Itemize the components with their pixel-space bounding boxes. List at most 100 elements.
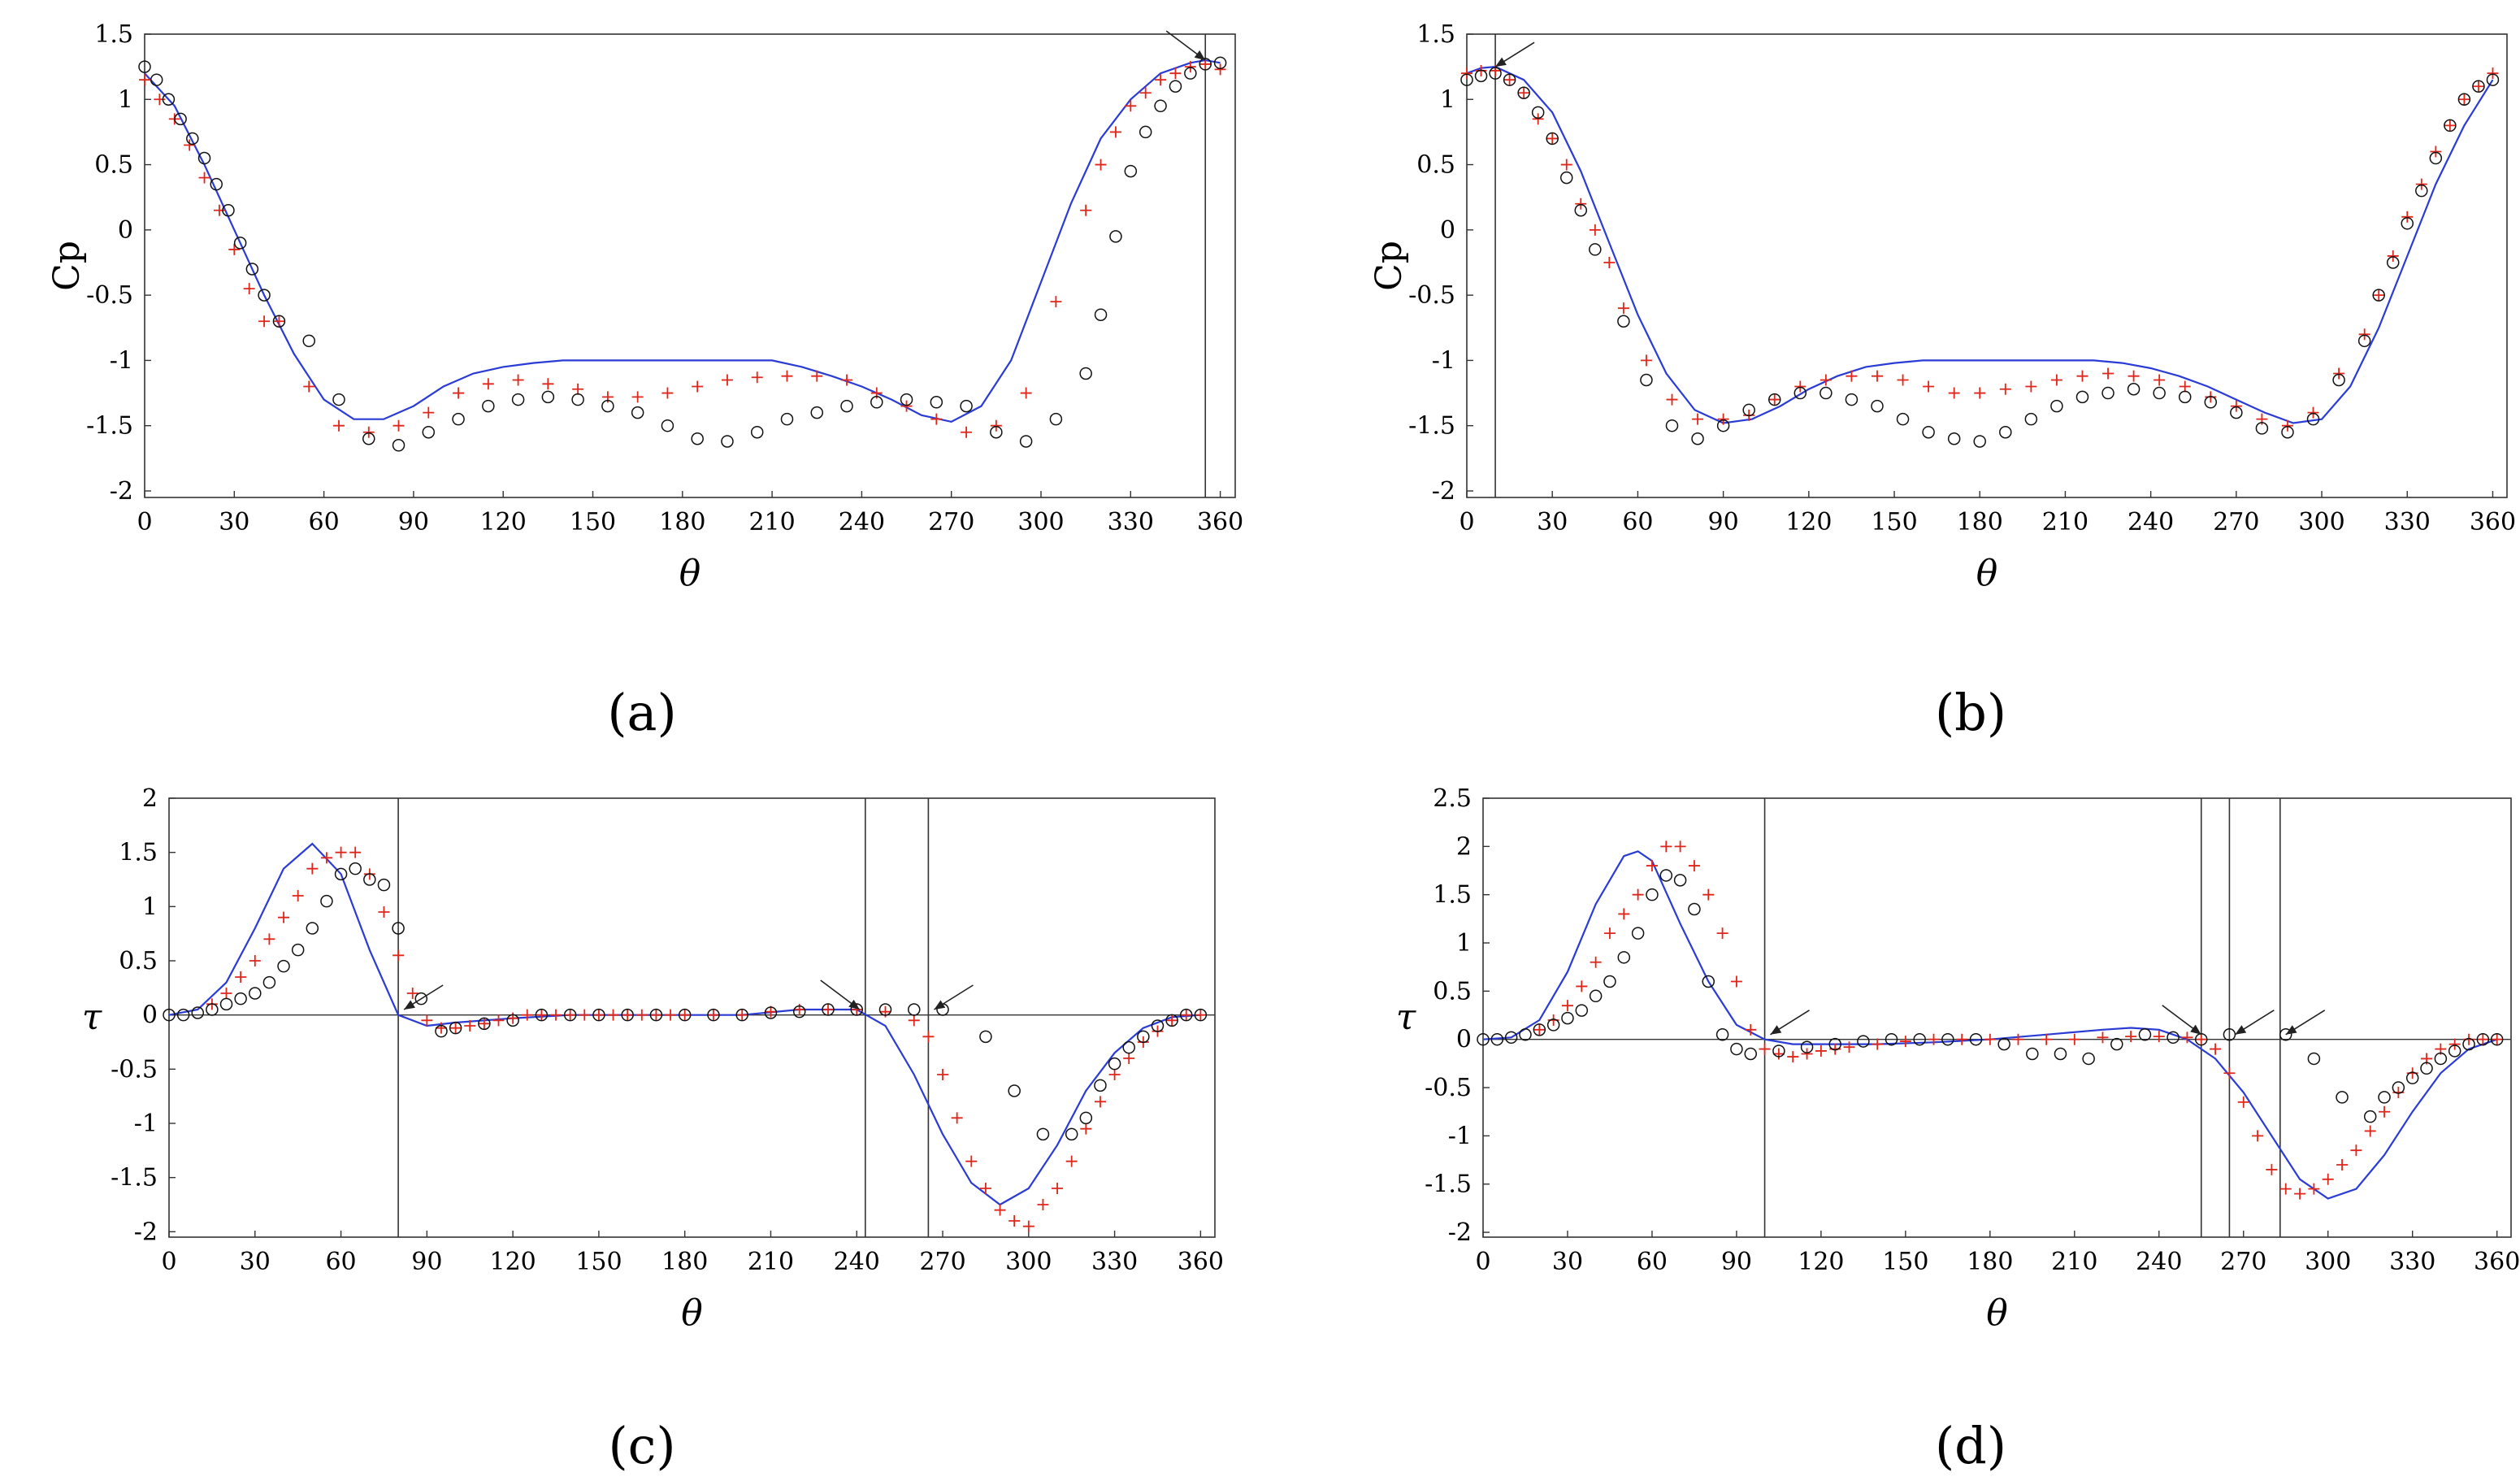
panel-c-xlabel: θ (681, 1292, 703, 1334)
panel-d-circle-point (1617, 951, 1631, 964)
panel-c-circle-point (414, 992, 428, 1005)
panel-c-plus-point (650, 1009, 662, 1021)
panel-c-plus-point (235, 971, 247, 983)
panel-a-ytick-label: 0 (118, 216, 133, 245)
panel-a-circle-point (1019, 435, 1033, 448)
panel-c-ytick-label: 0.5 (119, 947, 158, 975)
panel-c-circle-point (850, 1003, 863, 1016)
panel-d-plus-point (1984, 1033, 1996, 1045)
panel-b-plus-point (1560, 159, 1572, 171)
panel-d-plus-point (2294, 1188, 2306, 1200)
panel-b-circle-point (2386, 256, 2400, 269)
panel-c-plus-point (1022, 1220, 1034, 1232)
panel-d-plus-point (1674, 840, 1686, 853)
panel-c-plus-point (679, 1009, 691, 1021)
panel-a-plus-point (1080, 204, 1092, 216)
panel-b-plus-point (2102, 367, 2114, 380)
panel-a-circle-point (990, 425, 1003, 439)
panel-c-plus-point (736, 1009, 748, 1021)
panel-d-plus-point (2210, 1043, 2222, 1055)
panel-a-circle-point (721, 435, 734, 448)
panel-a-circle-point (362, 432, 375, 445)
panel-c-plus-point (349, 846, 362, 858)
panel-d-circle-point (2336, 1091, 2349, 1104)
panel-b-plus-point (1820, 374, 1832, 386)
panel-b-circle-point (1559, 171, 1573, 185)
panel-c-ytick-label: -1.5 (111, 1164, 158, 1192)
panel-a-plus-point (184, 139, 196, 151)
panel-d-circle-point (2434, 1052, 2448, 1066)
panel-a-label: (a) (607, 683, 676, 742)
panel-b-label: (b) (1935, 683, 2006, 742)
panel-d-label: (d) (1935, 1416, 2006, 1475)
panel-c-circle-point (1079, 1111, 1093, 1125)
panel-a-plus-point (1155, 74, 1167, 86)
panel-c-plus-point (478, 1018, 490, 1030)
panel-c-plus-point (1123, 1053, 1135, 1064)
panel-d-circle-point (2110, 1037, 2123, 1051)
panel-b-circle-point (1973, 435, 1986, 448)
panel-b-circle-point (1489, 67, 1502, 80)
panel-d-plus-point (1730, 975, 1742, 988)
panel-b-circle-point (1531, 106, 1545, 119)
panel-d-chart: 0 30 60 90 120 150 180 210 240 270 300 330 360-2-1.5… (1396, 784, 2520, 1475)
panel-b-plus-point (1617, 302, 1629, 315)
panel-d-plus-point (1759, 1043, 1771, 1055)
panel-a-circle-point (960, 399, 973, 413)
panel-c-circle-point (449, 1021, 462, 1035)
panel-a-circle-point (661, 419, 674, 432)
panel-b-plus-point (2472, 80, 2484, 93)
panel-d-circle-point (1546, 1018, 1560, 1031)
panel-a-circle-point (810, 406, 824, 419)
panel-b-plus-point (1897, 374, 1909, 386)
panel-b-circle-point (1845, 393, 1859, 406)
panel-d-plus-point (1899, 1036, 1911, 1048)
panel-d-plus-point (1646, 860, 1658, 872)
panel-d-plus-point (1561, 1000, 1573, 1012)
panel-d-arrow-head (2235, 1025, 2247, 1035)
panel-c-circle-point (219, 997, 233, 1011)
panel-b-circle-point (1460, 73, 1473, 86)
panel-c-circle-point (707, 1008, 720, 1022)
panel-d-circle-point (1490, 1032, 1504, 1046)
panel-b-circle-point (2306, 412, 2320, 426)
panel-a-plot-frame (144, 33, 1236, 498)
panel-d-circle-point (2082, 1052, 2095, 1066)
panel-c-plus-point (994, 1204, 1006, 1216)
panel-b-circle-point (2075, 390, 2089, 404)
panel-c-xtick-label: 90 (411, 1248, 442, 1276)
panel-c-circle-point (1065, 1127, 1078, 1141)
panel-d-xtick-label: 60 (1637, 1248, 1668, 1276)
panel-b-circle-point (2401, 217, 2414, 230)
panel-d-series-line (1482, 850, 2498, 1200)
panel-d-circle-point (2490, 1032, 2504, 1046)
panel-d-xtick-label: 360 (2474, 1248, 2520, 1276)
panel-a-circle-point (1109, 230, 1122, 243)
panel-b-series-line (1466, 65, 2494, 424)
panel-c-xtick-label: 60 (325, 1248, 356, 1276)
panel-c-plus-point (1065, 1155, 1078, 1167)
panel-c-circle-point (435, 1024, 448, 1038)
panel-a-plus-point (332, 419, 345, 432)
panel-b-circle-point (2127, 382, 2140, 396)
panel-d-xtick-label: 210 (2051, 1248, 2097, 1276)
panel-a-xtick-label: 0 (137, 508, 152, 536)
panel-a-plus-point (661, 387, 674, 399)
panel-b-xtick-label: 60 (1622, 508, 1653, 536)
panel-c-ytick-label: 0 (142, 1001, 158, 1030)
panel-a-xtick-label: 240 (839, 508, 885, 536)
panel-c-plus-point (278, 911, 290, 923)
panel-b-xtick-label: 210 (2042, 508, 2088, 536)
panel-b-plus-point (2444, 119, 2456, 132)
panel-c-circle-point (764, 1006, 778, 1019)
panel-d-circle-point (2476, 1032, 2490, 1046)
panel-b-ytick-label: -1.5 (1408, 412, 1455, 441)
panel-c-ytick-label: -1 (134, 1110, 158, 1138)
panel-c-xtick-label: 270 (919, 1248, 965, 1276)
panel-d-plus-point (1928, 1033, 1940, 1045)
panel-c-circle-point (334, 867, 348, 881)
panel-b-circle-point (2457, 93, 2471, 106)
panel-c-xtick-label: 240 (834, 1248, 880, 1276)
panel-b-circle-point (1793, 386, 1807, 400)
